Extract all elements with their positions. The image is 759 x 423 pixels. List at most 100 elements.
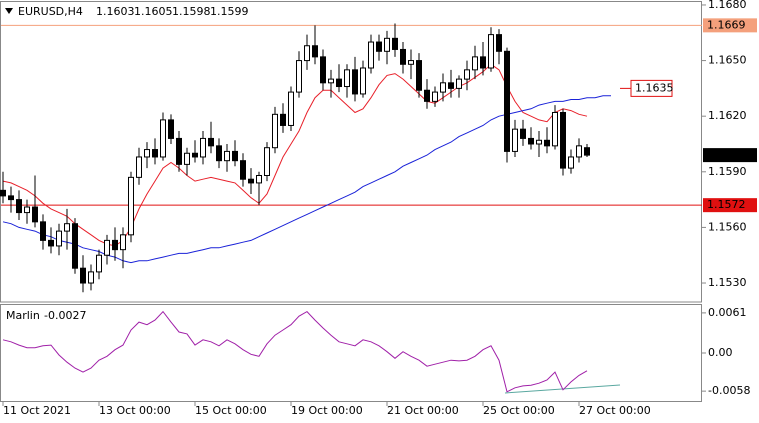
oscillator-value: -0.0027 [44, 309, 86, 322]
x-tick-label: 21 Oct 00:00 [387, 404, 459, 417]
x-tick-label: 13 Oct 00:00 [99, 404, 171, 417]
candle-body [48, 239, 54, 247]
candle-body [328, 78, 334, 84]
candle-body [272, 113, 278, 149]
candle-body [224, 150, 230, 162]
candle-body [552, 111, 558, 147]
candle-body [584, 147, 590, 156]
candle-body [256, 175, 262, 184]
level-label: 1.1572 [707, 198, 746, 211]
candle-body [576, 145, 582, 158]
candle-body [104, 239, 110, 256]
main-panel [0, 1, 702, 303]
header-low: 1.1598 [172, 5, 211, 18]
candle-body [384, 37, 390, 52]
y-tick-label: 1.1650 [708, 54, 747, 67]
candle-body [416, 60, 422, 91]
candle-body [448, 82, 454, 89]
candle-body [32, 206, 38, 223]
candle-body [312, 45, 318, 58]
y-tick-label: 1.1530 [708, 276, 747, 289]
candle-body [192, 152, 198, 158]
symbol-title: EURUSD,H4 [18, 5, 83, 18]
candle-body [8, 195, 14, 201]
candle-body [184, 152, 190, 165]
price-label-box [703, 148, 757, 163]
candle-body [392, 37, 398, 50]
y-tick-label: 0.00 [708, 346, 733, 359]
x-tick-label: 19 Oct 00:00 [291, 404, 363, 417]
candle-body [96, 254, 102, 273]
candle-body [128, 176, 134, 236]
candle-body [280, 113, 286, 126]
candle-body [72, 223, 78, 269]
candle-body [352, 69, 358, 95]
candle-body [488, 34, 494, 69]
candle-body [24, 206, 30, 214]
candle-body [464, 69, 470, 80]
oscillator-title: Marlin [6, 309, 40, 322]
candle-body [560, 111, 566, 169]
header-high: 1.1605 [134, 5, 173, 18]
candle-body [376, 41, 382, 52]
candle-body [40, 221, 46, 241]
candle-body [520, 128, 526, 139]
candle-body [432, 91, 438, 102]
candle-body [208, 137, 214, 147]
x-tick-label: 25 Oct 00:00 [483, 404, 555, 417]
candle-body [64, 223, 70, 232]
candle-body [240, 160, 246, 180]
candle-body [216, 145, 222, 162]
level-label-box [703, 18, 757, 33]
candle-body [88, 271, 94, 284]
x-tick-label: 11 Oct 2021 [3, 404, 71, 417]
candle-body [232, 150, 238, 162]
candle-body [400, 48, 406, 65]
level-label-box [703, 198, 757, 213]
candle-body [368, 41, 374, 69]
candle-body [168, 119, 174, 139]
header-close: 1.1599 [210, 5, 249, 18]
candle-body [320, 56, 326, 84]
candle-body [264, 147, 270, 177]
y-tick-label: 1.1590 [708, 165, 747, 178]
collapse-icon [5, 8, 13, 14]
candle-body [16, 199, 22, 214]
candle-body [456, 78, 462, 89]
level-label: 1.1669 [707, 18, 746, 31]
y-tick-label: 1.1680 [708, 0, 747, 11]
candle-body [112, 239, 118, 251]
candle-body [144, 149, 150, 158]
y-tick-label: 1.1560 [708, 220, 747, 233]
candle-body [296, 60, 302, 93]
candle-body [160, 119, 166, 158]
candle-body [336, 78, 342, 88]
header-open: 1.1603 [96, 5, 135, 18]
y-tick-label: 1.1620 [708, 109, 747, 122]
candle-body [568, 156, 574, 169]
candle-body [288, 91, 294, 126]
candle-body [504, 50, 510, 152]
candle-body [496, 34, 502, 52]
candle-body [176, 137, 182, 165]
candle-body [56, 230, 62, 247]
candle-body [80, 267, 86, 284]
candle-body [152, 149, 158, 158]
price-label: 1.1599 [707, 148, 746, 161]
candle-body [536, 139, 542, 145]
candle-body [424, 89, 430, 102]
candle-body [0, 189, 6, 197]
candle-body [480, 56, 486, 69]
x-tick-label: 27 Oct 00:00 [579, 404, 651, 417]
candle-body [136, 156, 142, 178]
candle-body [200, 137, 206, 158]
y-tick-label: 0.0061 [708, 306, 747, 319]
candle-body [544, 139, 550, 147]
oscillator-panel [0, 304, 702, 402]
candle-body [304, 45, 310, 62]
candle-body [120, 234, 126, 251]
candle-body [440, 82, 446, 93]
candle-body [344, 69, 350, 88]
